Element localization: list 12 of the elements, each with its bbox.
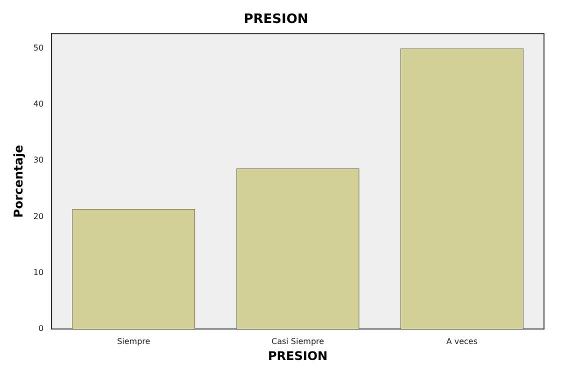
x-tick-label: A veces [446, 336, 478, 346]
y-tick-label: 0 [38, 324, 44, 334]
y-tick-label: 30 [33, 156, 44, 165]
x-tick-label: Siempre [117, 336, 150, 346]
y-axis-title: Porcentaje [11, 144, 26, 218]
y-tick-label: 40 [33, 99, 44, 108]
x-axis-title: PRESION [268, 348, 328, 363]
x-tick-label: Casi Siempre [272, 336, 324, 346]
y-tick-label: 20 [33, 212, 44, 221]
y-tick-label: 10 [33, 268, 44, 277]
y-tick-label: 50 [33, 43, 44, 52]
chart-title: PRESION [244, 12, 308, 28]
